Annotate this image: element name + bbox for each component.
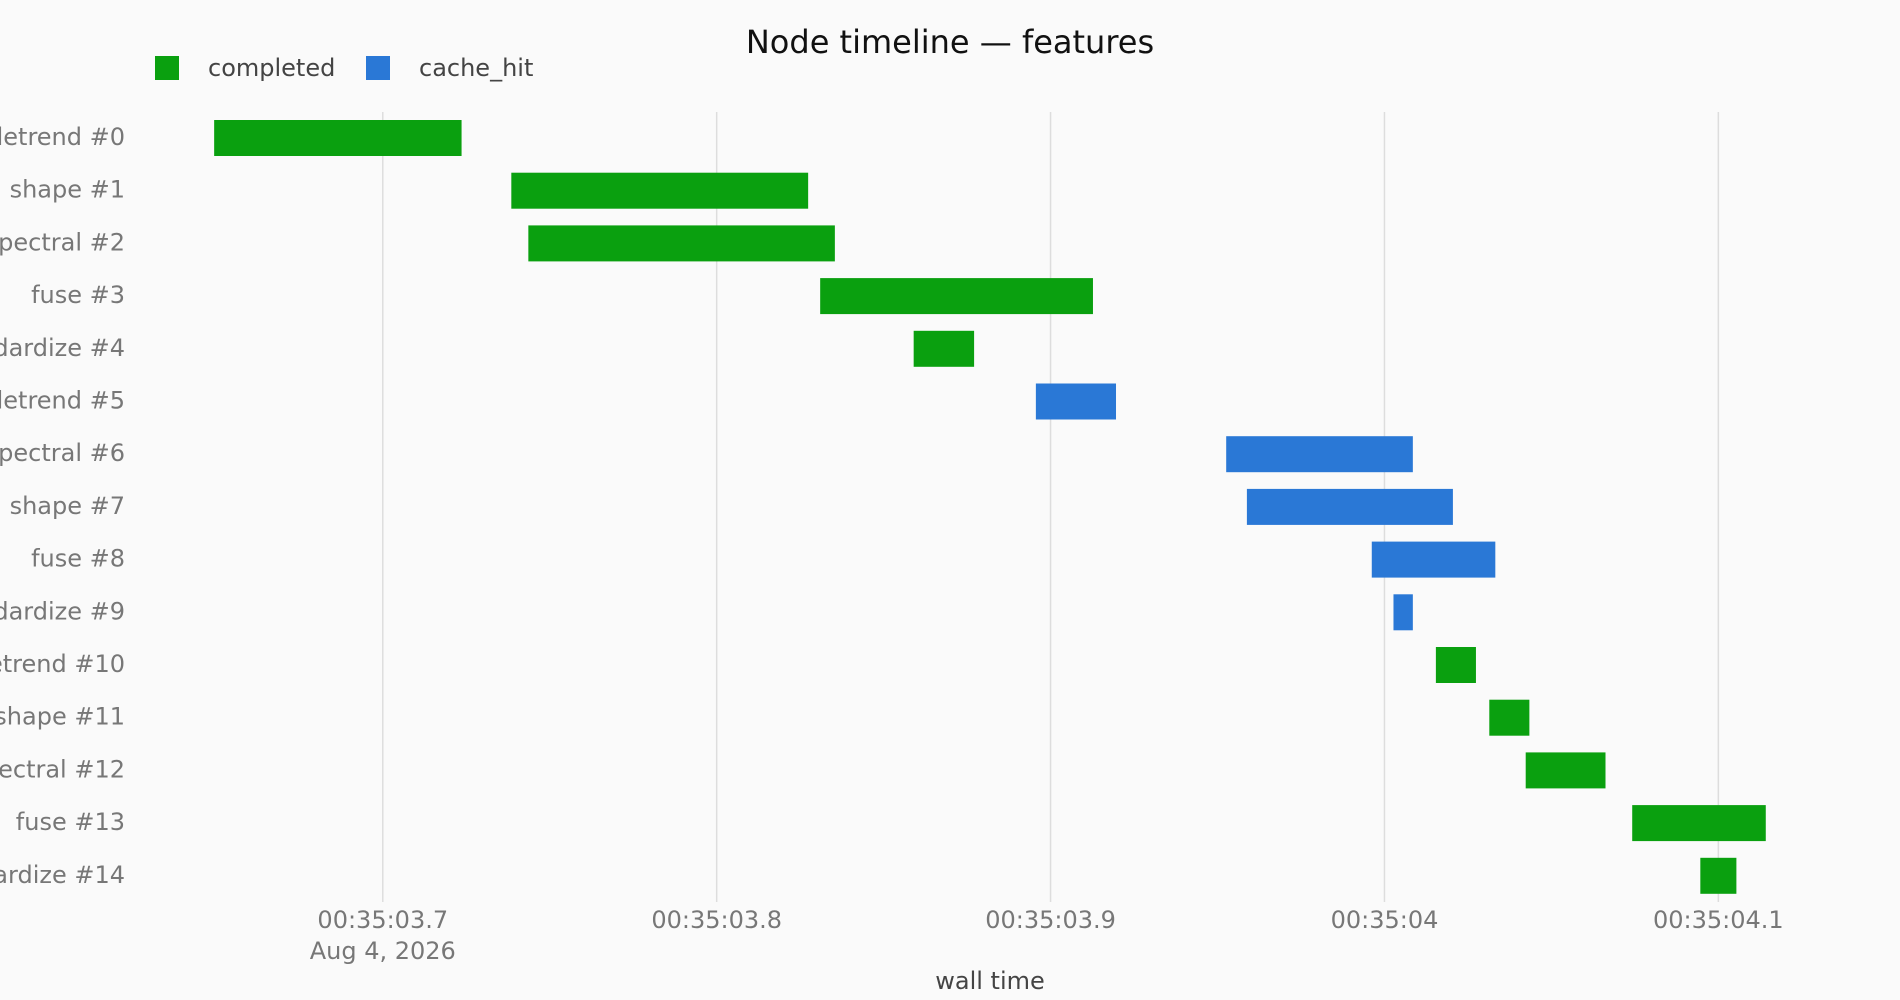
task-bar <box>528 225 835 262</box>
chart-title: Node timeline — features <box>746 23 1154 61</box>
task-bar <box>1435 647 1476 683</box>
task-bar <box>1525 752 1606 789</box>
legend-label: completed <box>208 54 335 82</box>
y-tick-label: spectral #6 <box>0 439 125 467</box>
x-date-label: Aug 4, 2026 <box>310 937 456 965</box>
y-tick-label: ndardize #9 <box>0 597 125 625</box>
task-bar <box>1489 699 1530 736</box>
x-tick-label: 00:35:03.7 <box>317 906 448 934</box>
legend-swatch <box>155 56 179 80</box>
task-bar <box>820 278 1093 315</box>
task-bar <box>1035 383 1117 420</box>
x-tick-label: 00:35:03.8 <box>651 906 782 934</box>
x-tick-label: 00:35:03.9 <box>985 906 1116 934</box>
y-tick-label: ndardize #14 <box>0 861 125 889</box>
task-bar <box>1632 805 1766 842</box>
x-tick-label: 00:35:04.1 <box>1653 906 1784 934</box>
task-bar <box>913 330 975 367</box>
task-bar <box>511 172 809 209</box>
legend-swatch <box>366 56 390 80</box>
task-bar <box>1246 488 1453 525</box>
legend-label: cache_hit <box>419 54 533 82</box>
y-tick-label: detrend #0 <box>0 123 125 151</box>
y-tick-label: pectral #12 <box>0 755 125 783</box>
task-bar <box>1226 436 1413 473</box>
y-tick-label: etrend #10 <box>0 650 125 678</box>
task-bar <box>214 120 462 156</box>
task-bar <box>1700 857 1737 894</box>
y-tick-label: shape #1 <box>10 176 125 204</box>
y-tick-label: fuse #13 <box>16 808 125 836</box>
y-tick-label: fuse #8 <box>31 545 125 573</box>
y-tick-label: fuse #3 <box>31 281 125 309</box>
y-tick-label: detrend #5 <box>0 387 125 415</box>
y-tick-label: ndardize #4 <box>0 334 125 362</box>
x-tick-label: 00:35:04 <box>1331 906 1439 934</box>
y-tick-label: shape #7 <box>10 492 125 520</box>
y-tick-label: shape #11 <box>0 703 125 731</box>
task-bar <box>1393 594 1413 631</box>
task-bar <box>1371 541 1496 578</box>
x-axis-title: wall time <box>935 967 1045 995</box>
y-tick-label: spectral #2 <box>0 228 125 256</box>
